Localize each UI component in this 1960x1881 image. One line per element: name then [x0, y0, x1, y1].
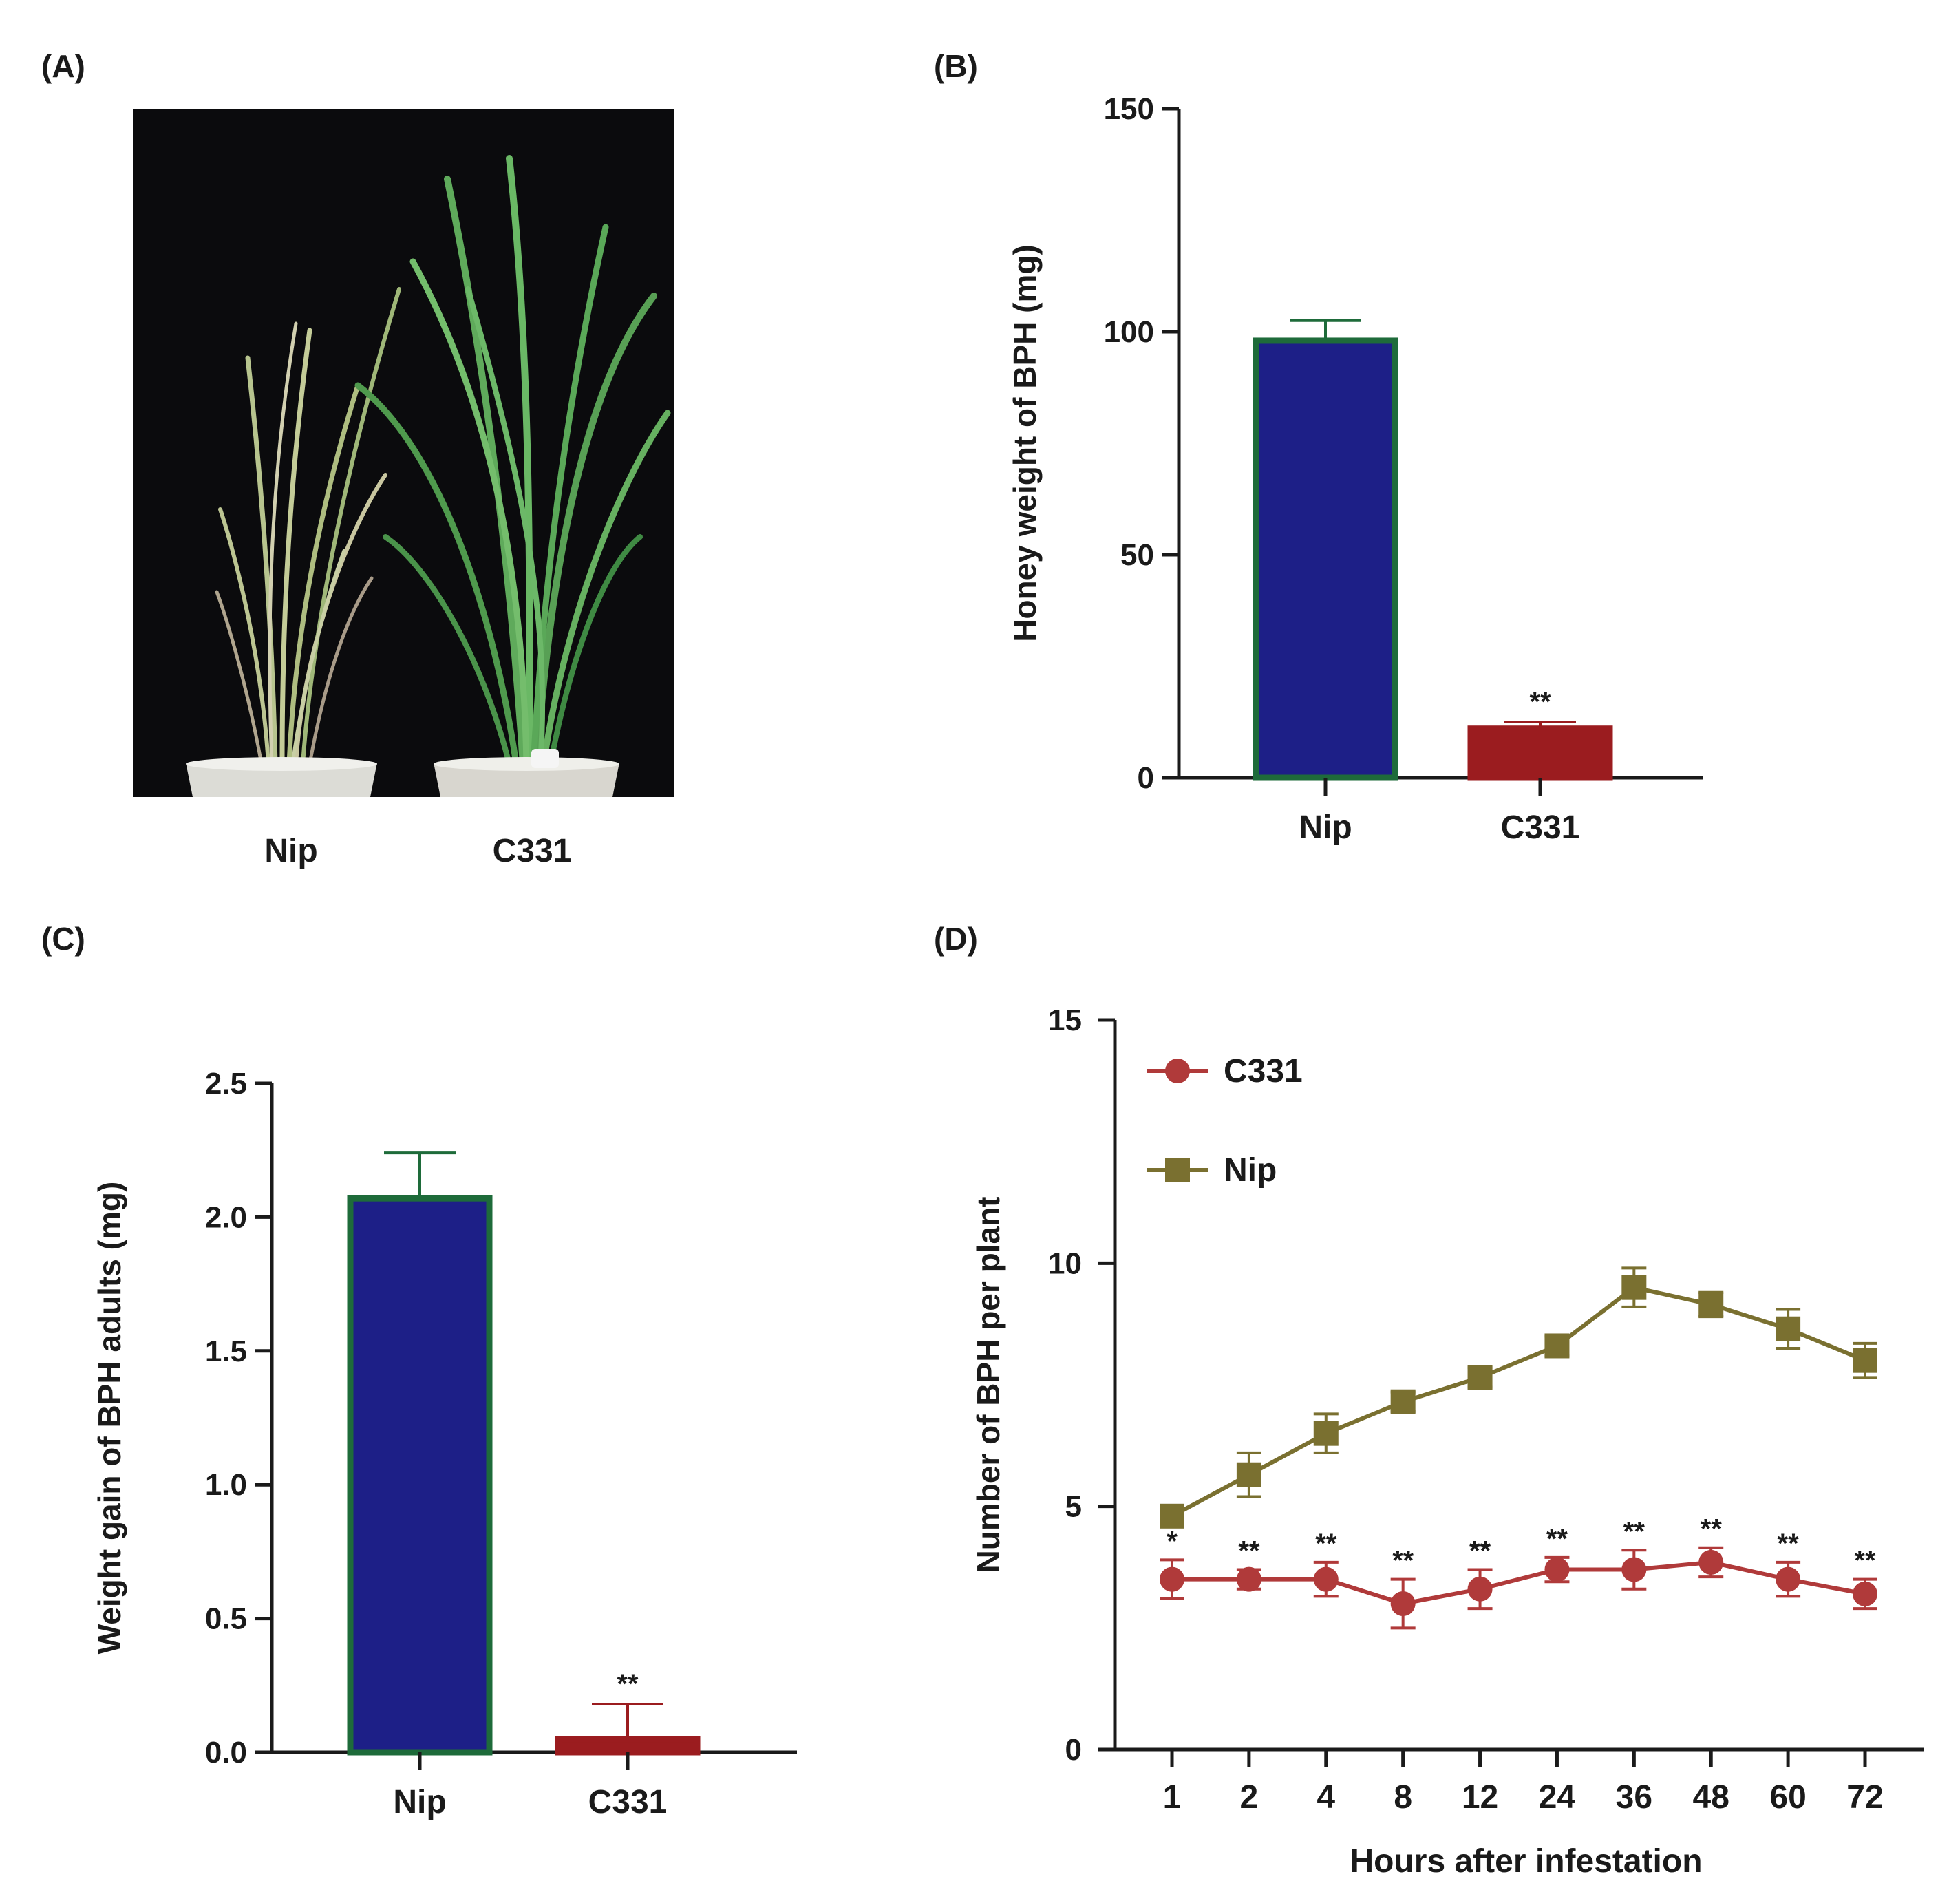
data-point [1390, 1591, 1416, 1616]
x-tick-label: 72 [1846, 1779, 1883, 1816]
y-tick-label: 0.0 [205, 1736, 247, 1770]
significance-label: ** [1854, 1546, 1876, 1576]
x-tick-label-nip: Nip [1299, 809, 1352, 846]
legend-marker [1165, 1059, 1190, 1083]
bar-c331 [1467, 725, 1613, 781]
panel-b: (B) 0 50 100 150 Honey weight of BPH (mg) Nip… [934, 48, 1703, 846]
data-point [1313, 1421, 1339, 1446]
y-tick-label: 150 [1104, 92, 1154, 126]
significance-label: ** [1529, 687, 1551, 717]
x-tick-label: 48 [1693, 1779, 1729, 1816]
y-tick-label: 50 [1120, 538, 1154, 572]
data-point [1236, 1462, 1261, 1487]
legend-label-c331: C331 [1224, 1053, 1303, 1090]
series-line [1171, 1285, 1866, 1518]
y-tick-label: 1.0 [205, 1468, 247, 1502]
y-tick-label: 5 [1065, 1490, 1082, 1524]
data-point [1390, 1389, 1416, 1414]
series-c331: * ** **** ** ** ** ** **** [1160, 1514, 1877, 1630]
chart-b: 0 50 100 150 Honey weight of BPH (mg) Nip C331… [1007, 92, 1703, 846]
x-tick-label: 1 [1163, 1779, 1182, 1816]
y-tick-label: 0 [1138, 761, 1154, 795]
significance-label: ** [1469, 1536, 1491, 1566]
x-tick-label-nip: Nip [393, 1784, 446, 1820]
series-line [1172, 1560, 1866, 1606]
panel-b-label: (B) [934, 48, 978, 84]
panel-c-label: (C) [41, 921, 85, 957]
data-point [1160, 1503, 1184, 1529]
data-point [1853, 1348, 1877, 1373]
y-tick-label: 100 [1104, 315, 1154, 349]
x-tick-label: 12 [1462, 1779, 1498, 1816]
significance-label: ** [617, 1669, 639, 1699]
legend-label-nip: Nip [1224, 1152, 1277, 1189]
x-tick-label: 8 [1394, 1779, 1412, 1816]
significance-label: ** [1392, 1546, 1414, 1576]
panel-a: (A) [41, 48, 674, 869]
x-tick-label: 4 [1317, 1779, 1335, 1816]
x-tick-label: 36 [1616, 1779, 1652, 1816]
legend: C331 Nip [1147, 1053, 1303, 1189]
panel-d-label: (D) [934, 921, 978, 957]
series-nip [1160, 1266, 1877, 1529]
significance-label: ** [1701, 1514, 1723, 1544]
significance-label: ** [1623, 1516, 1645, 1547]
data-point [1776, 1316, 1801, 1341]
data-point [1544, 1333, 1570, 1359]
panel-a-category-nip: Nip [264, 833, 317, 869]
data-point [1236, 1566, 1261, 1592]
panel-a-category-c331: C331 [493, 833, 572, 869]
data-point [1467, 1365, 1493, 1390]
y-tick-label: 2.0 [205, 1200, 247, 1234]
y-axis-label: Honey weight of BPH (mg) [1007, 244, 1043, 642]
y-tick-label: 15 [1048, 1003, 1082, 1037]
y-tick-label: 0.5 [205, 1602, 247, 1636]
x-tick-label: 2 [1240, 1779, 1259, 1816]
data-point [1313, 1566, 1339, 1592]
data-point [1621, 1557, 1647, 1582]
significance-label: ** [1546, 1524, 1568, 1554]
significance-label: ** [1315, 1529, 1337, 1559]
bar-c331 [555, 1736, 701, 1756]
y-tick-label: 0 [1065, 1733, 1082, 1767]
x-tick-label: 60 [1769, 1779, 1806, 1816]
x-tick-label: 24 [1539, 1779, 1576, 1816]
data-point [1698, 1549, 1724, 1575]
significance-label: ** [1778, 1529, 1800, 1559]
y-axis-label: Number of BPH per plant [970, 1197, 1006, 1573]
data-point [1698, 1292, 1724, 1317]
data-point [1621, 1275, 1647, 1300]
bar-nip [1253, 337, 1398, 781]
y-axis-label: Weight gain of BPH adults (mg) [92, 1182, 127, 1655]
y-tick-label: 1.5 [205, 1335, 247, 1368]
bar-nip [347, 1195, 493, 1756]
data-point [1544, 1557, 1570, 1582]
significance-label: * [1167, 1526, 1178, 1556]
data-point [1853, 1581, 1877, 1606]
data-point [1467, 1576, 1493, 1602]
data-point [1776, 1566, 1801, 1592]
y-tick-label: 10 [1048, 1246, 1082, 1280]
x-tick-label-c331: C331 [1501, 809, 1580, 846]
x-axis-label: Hours after infestation [1350, 1843, 1702, 1880]
legend-marker [1165, 1158, 1190, 1182]
panel-a-label: (A) [41, 48, 85, 84]
panel-c: (C) 0.0 0.5 1.0 1.5 2.0 2.5 Weight gain of BPH… [41, 921, 797, 1820]
chart-c: 0.0 0.5 1.0 1.5 2.0 2.5 Weight gain of BPH adu… [92, 1067, 797, 1820]
rice-plants-photo [133, 109, 674, 797]
significance-label: ** [1238, 1536, 1260, 1566]
x-tick-label-c331: C331 [588, 1784, 668, 1820]
data-point [1160, 1566, 1184, 1592]
y-tick-label: 2.5 [205, 1067, 247, 1101]
